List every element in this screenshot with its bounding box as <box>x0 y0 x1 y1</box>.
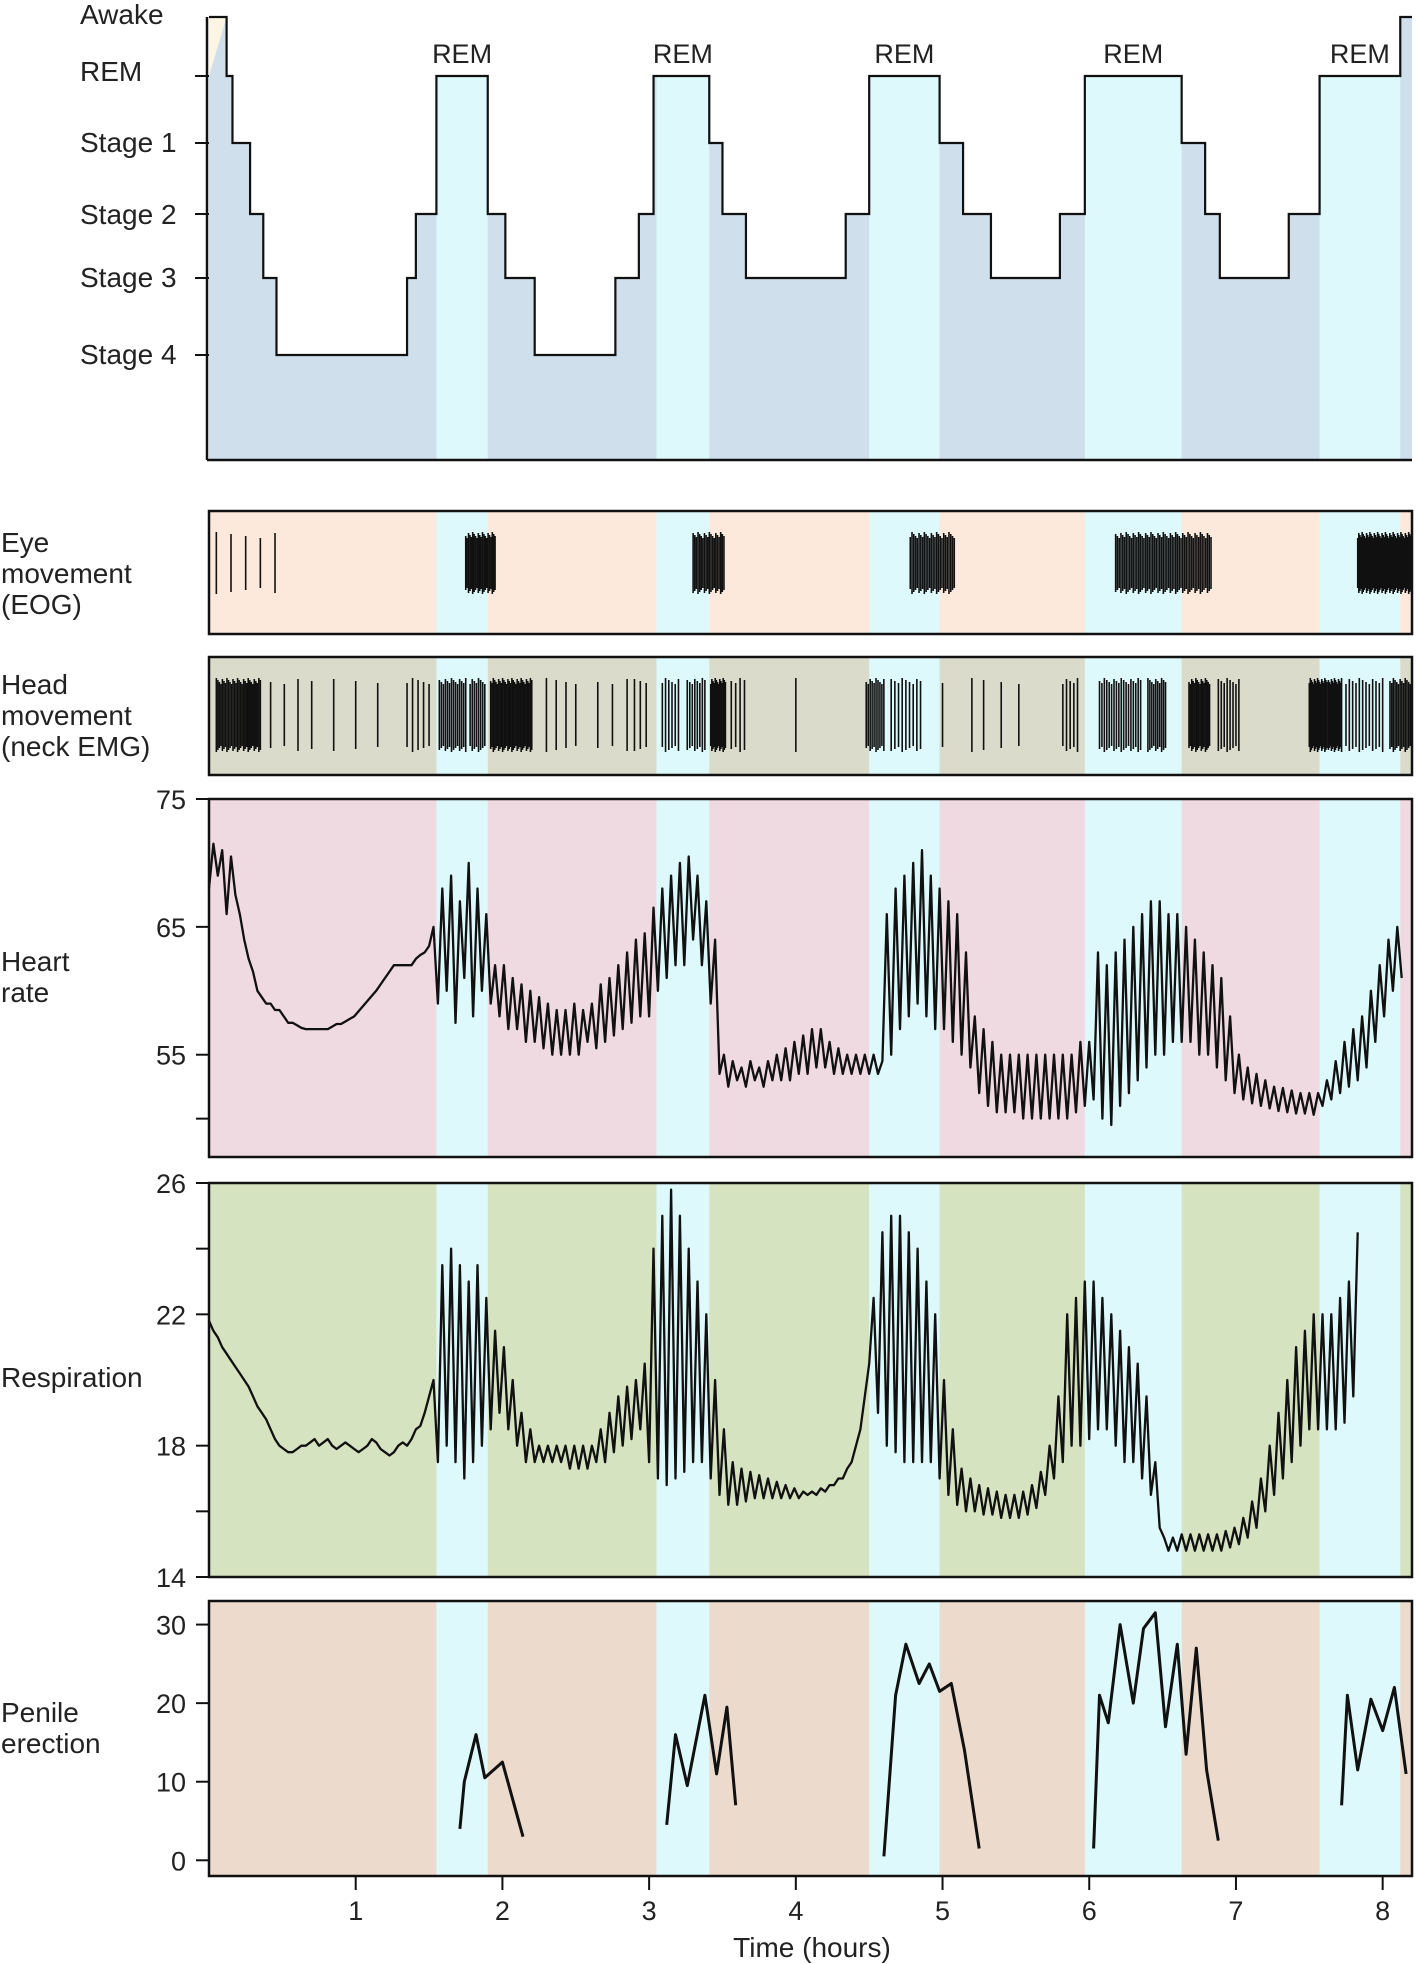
x-tick-label: 2 <box>495 1896 510 1926</box>
panel-backgrounds <box>209 17 1412 1876</box>
respiration-label: Respiration <box>1 1362 143 1393</box>
stage-label: Awake <box>80 0 164 30</box>
heart-rate-ytick-label: 75 <box>156 785 186 815</box>
pen-rem-band <box>436 1601 488 1876</box>
panel-frames <box>195 17 1414 1890</box>
pen-frame <box>207 1599 1414 1878</box>
heart-rate-line <box>207 842 1403 1127</box>
eog-label: (EOG) <box>1 589 82 620</box>
x-tick-label: 8 <box>1375 1896 1390 1926</box>
penile-ytick-label: 20 <box>156 1689 186 1719</box>
penile-erection-trace <box>458 1611 1408 1857</box>
emg-rem-band <box>656 657 710 775</box>
labels: REM REM REM REM REM Awake REM Stage 1 Stage 2 Sta… <box>1 0 1390 1963</box>
penile-erection-label: Penile <box>1 1697 79 1728</box>
emg-label: (neck EMG) <box>1 731 150 762</box>
pen-rem-band <box>656 1601 710 1876</box>
heart-rate-trace <box>207 842 1403 1127</box>
x-tick-label: 5 <box>935 1896 950 1926</box>
eog-label: Eye <box>1 527 49 558</box>
emg-panel-bg <box>209 657 1412 775</box>
stage-label: REM <box>80 56 142 87</box>
hypnogram-line <box>209 15 1412 357</box>
hyp-rem-band <box>1084 76 1182 460</box>
rem-label: REM <box>1103 39 1163 69</box>
hypnogram <box>209 15 1412 357</box>
heart-rate-label: Heart <box>1 946 70 977</box>
stage-label: Stage 1 <box>80 127 177 158</box>
x-tick-label: 3 <box>642 1896 657 1926</box>
pen-rem-band <box>1319 1601 1401 1876</box>
eog-frame <box>207 509 1414 636</box>
hyp-rem-band <box>656 76 710 460</box>
penile-ytick-label: 10 <box>156 1768 186 1798</box>
rem-label: REM <box>432 39 492 69</box>
hr-frame <box>207 797 1414 1159</box>
penile-ytick-label: 0 <box>171 1846 186 1876</box>
penile-erection-line <box>1340 1685 1408 1806</box>
respiration-ytick-label: 18 <box>156 1432 186 1462</box>
resp-rem-band <box>1319 1183 1401 1577</box>
emg-frame <box>207 655 1414 777</box>
x-tick-label: 7 <box>1228 1896 1243 1926</box>
hr-panel-bg <box>209 799 1412 1157</box>
hr-rem-band <box>436 799 488 1157</box>
rem-label: REM <box>653 39 713 69</box>
hr-rem-band <box>869 799 940 1157</box>
eog-trace <box>215 532 1413 594</box>
pen-panel-bg <box>209 1601 1412 1876</box>
respiration-trace <box>207 1188 1359 1552</box>
hyp-rem-band <box>436 76 488 460</box>
hr-rem-band <box>1319 799 1401 1157</box>
penile-erection-line <box>665 1693 738 1826</box>
emg-label: Head <box>1 669 68 700</box>
x-tick-label: 4 <box>788 1896 803 1926</box>
penile-erection-line <box>1092 1611 1220 1849</box>
emg-trace <box>215 678 1413 752</box>
resp-rem-band <box>1084 1183 1182 1577</box>
emg-label: movement <box>1 700 132 731</box>
respiration-ytick-label: 22 <box>156 1300 186 1330</box>
pen-rem-band <box>869 1601 940 1876</box>
stage-label: Stage 3 <box>80 262 177 293</box>
rem-label: REM <box>1330 39 1390 69</box>
respiration-ytick-label: 14 <box>156 1563 186 1593</box>
penile-erection-line <box>458 1733 525 1838</box>
penile-ytick-label: 30 <box>156 1611 186 1641</box>
heart-rate-ytick-label: 65 <box>156 913 186 943</box>
x-axis-label: Time (hours) <box>733 1932 891 1963</box>
pen-rem-band <box>1084 1601 1182 1876</box>
x-tick-label: 1 <box>348 1896 363 1926</box>
penile-erection-line <box>882 1642 981 1857</box>
heart-rate-ytick-label: 55 <box>156 1041 186 1071</box>
rem-label: REM <box>874 39 934 69</box>
eog-label: movement <box>1 558 132 589</box>
resp-frame <box>207 1181 1414 1579</box>
hypnogram-fill <box>209 17 1412 460</box>
emg-rem-band <box>869 657 940 775</box>
heart-rate-label: rate <box>1 977 49 1008</box>
eog-panel-bg <box>209 511 1412 634</box>
hyp-rem-band <box>1319 76 1401 460</box>
respiration-line <box>207 1188 1359 1552</box>
respiration-ytick-label: 26 <box>156 1169 186 1199</box>
x-tick-label: 6 <box>1082 1896 1097 1926</box>
hyp-rem-band <box>869 76 940 460</box>
resp-panel-bg <box>209 1183 1412 1577</box>
stage-label: Stage 2 <box>80 199 177 230</box>
penile-erection-label: erection <box>1 1728 101 1759</box>
stage-label: Stage 4 <box>80 339 177 370</box>
hr-rem-band <box>656 799 710 1157</box>
